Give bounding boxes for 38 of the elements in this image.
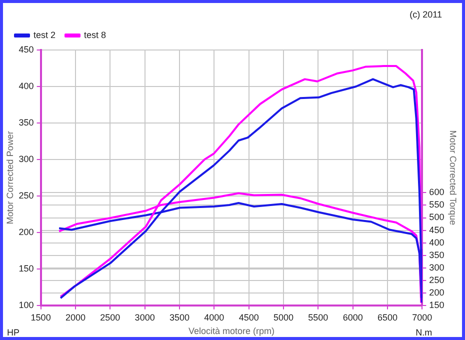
legend-label: test 2: [34, 30, 56, 40]
y-tick-label: 350: [18, 117, 34, 128]
text: (c) 2011: [410, 9, 442, 20]
x-tick-label: 4500: [238, 312, 259, 322]
x-tick-label: 7000: [412, 312, 432, 322]
x-tick-label: 1500: [30, 312, 51, 322]
x-tick-label: 4000: [204, 312, 224, 322]
y2-tick-label: 150: [429, 300, 444, 310]
y-tick-label: 250: [18, 190, 34, 200]
y2-tick-label: 450: [429, 224, 444, 235]
y2-tick-label: 200: [429, 287, 444, 298]
y-axis-title: Motor Corrected Power: [4, 131, 15, 224]
y-tick-label: 200: [18, 226, 34, 237]
y2-tick-label: 600: [429, 187, 444, 198]
y2-tick-label: 250: [429, 274, 444, 285]
y-tick-label: 150: [18, 263, 34, 274]
y-tick-label: 400: [18, 80, 34, 91]
y-tick-label: 450: [18, 44, 34, 54]
y-tick-label: 300: [18, 154, 34, 164]
x-tick-label: 3500: [169, 312, 190, 322]
x-tick-label: 6500: [378, 312, 398, 322]
y2-tick-label: 500: [429, 212, 444, 222]
legend-label: test 8: [84, 30, 106, 40]
text: HP: [7, 327, 20, 338]
y2-tick-label: 350: [429, 250, 444, 260]
y2-tick-label: 300: [429, 262, 444, 272]
y2-tick-label: 550: [429, 200, 444, 210]
x-axis-title: Velocità motore (rpm): [188, 326, 275, 336]
x-tick-label: 5000: [273, 312, 294, 322]
x-tick-label: 3000: [134, 312, 155, 322]
y-tick-label: 100: [18, 300, 34, 310]
y2-tick-label: 400: [429, 237, 444, 248]
y2-axis-title: Motor Corrected Torque: [448, 130, 458, 226]
x-tick-label: 2000: [65, 312, 86, 322]
x-tick-label: 2500: [100, 312, 120, 322]
x-tick-label: 6000: [342, 312, 363, 322]
text: N.m: [416, 327, 432, 338]
x-tick-label: 5500: [308, 312, 328, 322]
